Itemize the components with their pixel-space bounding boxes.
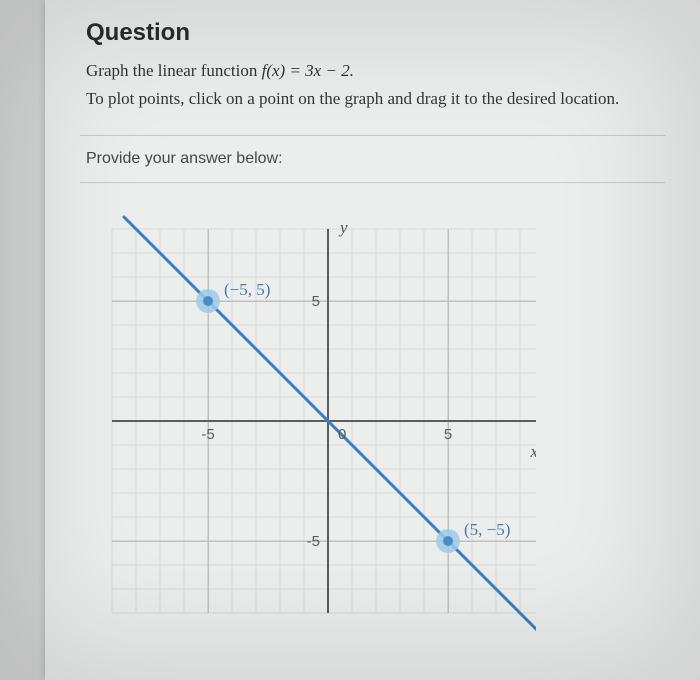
x-axis-label: x (529, 442, 536, 461)
question-instruction: To plot points, click on a point on the … (86, 89, 659, 109)
graph-container: (−5, 5) (5, −5) -5 0 5 5 -5 y x (80, 183, 665, 631)
tick-label: -5 (201, 426, 214, 443)
question-section: Question Graph the linear function f(x) … (80, 5, 665, 136)
provide-answer-label: Provide your answer below: (80, 136, 665, 183)
page-surface: Question Graph the linear function f(x) … (45, 0, 700, 680)
tick-label: 5 (312, 293, 320, 310)
plot-point-core[interactable] (443, 536, 453, 546)
prompt-pre: Graph the linear function (86, 61, 262, 80)
question-card: Question Graph the linear function f(x) … (80, 5, 665, 631)
y-axis-label: y (338, 218, 348, 237)
question-prompt: Graph the linear function f(x) = 3x − 2. (86, 61, 659, 81)
point-label: (5, −5) (464, 520, 510, 539)
prompt-function: f(x) = 3x − 2. (262, 61, 354, 80)
coordinate-graph[interactable]: (−5, 5) (5, −5) -5 0 5 5 -5 y x (106, 211, 536, 631)
tick-label: -5 (307, 533, 320, 550)
tick-label: 5 (444, 426, 452, 443)
plot-point-core[interactable] (203, 296, 213, 306)
tick-label: 0 (338, 426, 346, 443)
question-heading: Question (86, 19, 659, 47)
point-label: (−5, 5) (224, 280, 270, 299)
